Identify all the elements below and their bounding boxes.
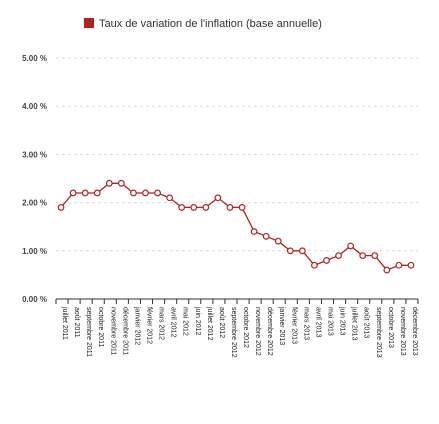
data-point [130, 189, 137, 197]
x-tick-label: mai 2013 [327, 307, 334, 336]
legend: Taux de variation de l'inflation (base a… [84, 18, 322, 30]
data-point [81, 189, 89, 197]
data-point [262, 232, 270, 240]
data-point [298, 247, 306, 255]
data-point [274, 237, 282, 245]
data-point [142, 189, 149, 197]
x-tick-label: août 2011 [73, 307, 80, 338]
data-point [57, 204, 65, 211]
x-tick-label: septembre 2012 [230, 307, 237, 358]
data-point [395, 261, 403, 269]
data-point [93, 189, 101, 197]
x-tick-label: octobre 2012 [242, 307, 249, 348]
x-tick-label: mars 2012 [158, 307, 165, 340]
x-tick-label: juin 2013 [339, 306, 346, 336]
grid [56, 57, 418, 252]
data-point [347, 242, 355, 250]
data-point [154, 189, 161, 197]
x-tick-label: octobre 2013 [387, 307, 394, 348]
y-axis: 0.00 % 1.00 % 2.00 % 3.00 % 4.00 % 5.00 % [22, 54, 47, 304]
series-line [60, 182, 411, 271]
legend-swatch [84, 18, 94, 28]
data-point [335, 252, 342, 260]
data-point [214, 194, 222, 202]
x-tick-label: novembre 2012 [254, 307, 261, 356]
data-point [178, 204, 186, 211]
x-tick-label: juillet 2011 [61, 306, 68, 340]
x-tick-label: février 2013 [290, 307, 297, 344]
data-point [407, 261, 415, 269]
data-point [359, 252, 367, 260]
series-inflation [57, 179, 415, 274]
y-tick-label: 5.00 % [22, 54, 47, 63]
data-point [202, 204, 210, 211]
x-tick-label: novembre 2013 [399, 307, 406, 356]
data-point [117, 179, 125, 187]
x-axis: juillet 2011 août 2011 septembre 2011 octob… [55, 298, 419, 358]
x-tick-label: décembre 2012 [266, 307, 273, 356]
x-tick-label: février 2012 [146, 307, 153, 344]
data-point [311, 261, 318, 269]
data-point [190, 204, 198, 211]
x-tick-label: décembre 2013 [411, 307, 418, 356]
x-tick-label: avril 2012 [170, 307, 177, 337]
x-tick-label: janvier 2013 [278, 306, 285, 345]
x-tick-label: décembre 2011 [121, 307, 128, 355]
x-tick-label: avril 2013 [314, 307, 321, 337]
x-tick-label: novembre 2011 [109, 307, 116, 355]
data-point [371, 252, 379, 260]
data-point [250, 228, 258, 235]
x-tick-label: septembre 2011 [85, 307, 92, 357]
data-point [238, 204, 246, 211]
y-tick-label: 0.00 % [22, 295, 47, 304]
x-tick-label: mars 2013 [302, 307, 309, 340]
data-point [105, 179, 113, 187]
y-tick-label: 3.00 % [22, 150, 47, 159]
x-tick-label: juillet 2012 [206, 306, 213, 341]
x-tick-label: septembre 2013 [375, 307, 382, 358]
data-point [166, 194, 174, 202]
x-tick-label: janvier 2012 [133, 306, 140, 345]
y-tick-label: 2.00 % [22, 199, 47, 208]
data-point [226, 204, 234, 211]
x-tick-label: octobre 2011 [97, 307, 104, 347]
x-tick-label: août 2012 [218, 307, 225, 338]
y-tick-label: 1.00 % [22, 247, 47, 256]
x-tick-label: mai 2012 [182, 307, 189, 336]
legend-label: Taux de variation de l'inflation (base a… [99, 18, 322, 30]
x-tick-label: juin 2012 [194, 306, 201, 336]
data-point [286, 247, 294, 255]
x-tick-label: juillet 2013 [351, 306, 358, 341]
y-tick-label: 4.00 % [22, 102, 47, 111]
x-tick-label: août 2013 [363, 307, 370, 338]
data-point [69, 189, 77, 197]
data-point [383, 266, 391, 274]
data-point [323, 257, 330, 264]
